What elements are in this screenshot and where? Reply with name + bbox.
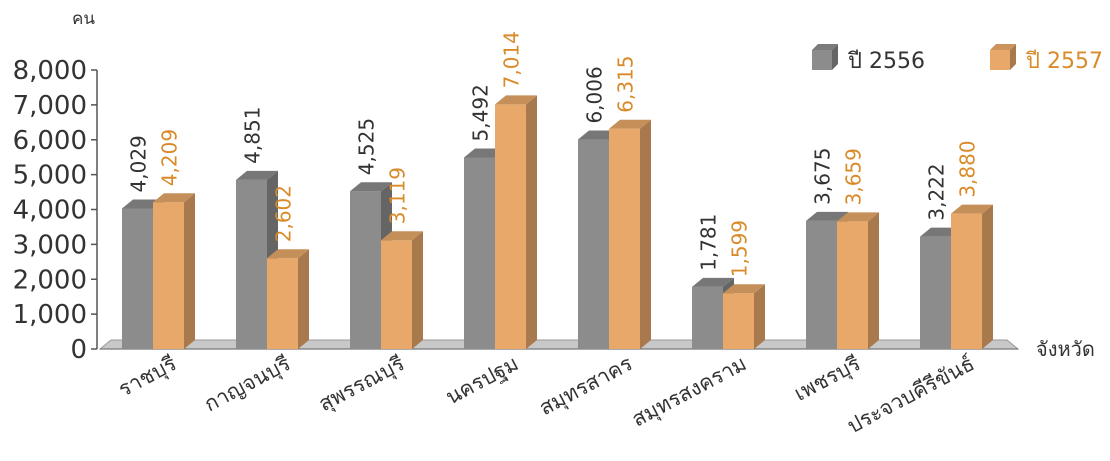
legend-item-2: ปี 2557	[990, 44, 1103, 74]
category-label: กาญจนบุรี	[200, 351, 294, 417]
y-axis-label: คน	[72, 9, 95, 29]
data-label: 7,014	[500, 31, 524, 88]
bar-side	[982, 204, 993, 349]
y-tick-label: 2,000	[13, 265, 87, 295]
bar-top	[806, 211, 848, 221]
bar-top	[381, 231, 423, 241]
bar-front	[267, 258, 298, 349]
category-label: สุพรรณบุรี	[315, 351, 409, 417]
category-labels: ราชบุรี กาญจนบุรี สุพรรณบุรี นครปฐม สมุทรสาค…	[114, 351, 978, 438]
legend-swatch-top	[812, 44, 838, 50]
data-label: 3,659	[842, 148, 866, 205]
y-tick-label: 7,000	[13, 91, 87, 121]
data-label: 5,492	[469, 84, 493, 141]
bar-front	[464, 157, 495, 349]
bar-2-3	[381, 231, 423, 349]
x-axis-label: จังหวัด	[1036, 337, 1095, 361]
bar-2-2	[267, 249, 309, 349]
legend-swatch	[990, 50, 1010, 70]
bar-front	[837, 221, 868, 349]
category-label: เพชรบุรี	[790, 351, 865, 406]
data-label: 4,525	[355, 118, 379, 175]
category-label: สมุทรสาคร	[535, 351, 637, 421]
legend-swatch-top	[990, 44, 1016, 50]
data-label: 3,675	[811, 148, 835, 205]
category-label: สมุทรสงคราม	[628, 351, 751, 432]
bar-top	[609, 119, 651, 129]
bar-top	[236, 170, 278, 180]
legend-swatch-side	[832, 44, 838, 70]
bar-front	[723, 293, 754, 349]
legend-item-1: ปี 2556	[812, 44, 925, 74]
bar-side	[412, 231, 423, 349]
y-tick-label: 8,000	[13, 56, 87, 86]
data-labels: 4,029 4,209 4,851 2,602 4,525 3,119 5,492 7,014…	[127, 31, 980, 277]
bar-front	[236, 179, 267, 349]
bar-front	[951, 213, 982, 349]
data-label: 4,209	[158, 129, 182, 186]
bar-front	[122, 208, 153, 349]
data-label: 1,599	[728, 220, 752, 277]
data-label: 4,029	[127, 135, 151, 192]
data-label: 3,880	[956, 140, 980, 197]
bar-front	[692, 286, 723, 349]
bar-side	[754, 284, 765, 349]
bar-side	[298, 249, 309, 349]
data-label: 3,119	[386, 167, 410, 224]
y-tick-label: 0	[70, 335, 87, 365]
bar-top	[267, 249, 309, 259]
bar-front	[153, 202, 184, 349]
legend-swatch-side	[1010, 44, 1016, 70]
data-label: 6,315	[614, 55, 638, 112]
bar-side	[868, 212, 879, 349]
bar-2-6	[723, 284, 765, 349]
legend-swatch	[812, 50, 832, 70]
y-tick-label: 4,000	[13, 196, 87, 226]
bar-side	[184, 193, 195, 349]
bar-2-1	[153, 193, 195, 349]
data-label: 1,781	[697, 214, 721, 271]
bar-2-7	[837, 212, 879, 349]
bar-top	[951, 204, 993, 214]
bar-front	[350, 191, 381, 349]
bar-top	[692, 277, 734, 287]
bar-front	[609, 128, 640, 349]
bar-top	[723, 284, 765, 294]
bar-front	[920, 236, 951, 349]
bar-side	[526, 95, 537, 349]
data-label: 6,006	[583, 66, 607, 123]
data-label: 2,602	[272, 185, 296, 242]
category-label: นครปฐม	[442, 351, 523, 409]
bar-front	[806, 220, 837, 349]
bars	[122, 95, 993, 349]
y-tick-label: 6,000	[13, 126, 87, 156]
bar-2-8	[951, 204, 993, 349]
legend: ปี 2556 ปี 2557	[812, 44, 1103, 74]
y-tick-label: 5,000	[13, 161, 87, 191]
category-label: ราชบุรี	[114, 351, 180, 402]
y-tick-label: 1,000	[13, 300, 87, 330]
bar-front	[381, 240, 412, 349]
bar-top	[837, 212, 879, 222]
data-label: 3,222	[925, 163, 949, 220]
bar-front	[495, 104, 526, 349]
y-tick-label: 3,000	[13, 230, 87, 260]
bar-top	[495, 95, 537, 105]
bar-side	[640, 119, 651, 349]
legend-label: ปี 2556	[847, 49, 925, 74]
bar-top	[350, 182, 392, 192]
bar-top	[153, 193, 195, 203]
category-label: ประจวบคีรีขันธ์	[843, 351, 978, 438]
bar-2-5	[609, 119, 651, 349]
y-axis: 0 1,000 2,000 3,000 4,000 5,000 6,000 7,000 8,00…	[13, 56, 98, 365]
bar-front	[578, 139, 609, 349]
data-label: 4,851	[241, 107, 265, 164]
legend-label: ปี 2557	[1025, 49, 1103, 74]
bar-2-4	[495, 95, 537, 349]
